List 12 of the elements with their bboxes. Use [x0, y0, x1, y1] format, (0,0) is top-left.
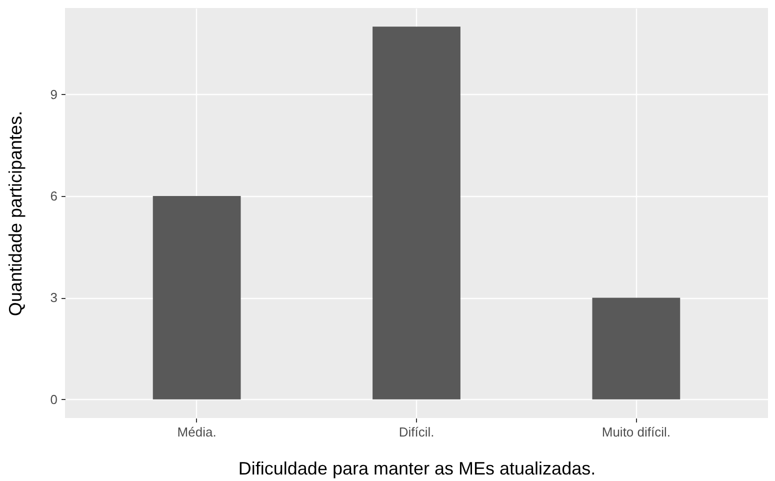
y-axis-title: Quantidade participantes.	[6, 110, 26, 316]
x-tick-label: Muito difícil.	[602, 424, 671, 440]
bar	[372, 26, 460, 400]
bar	[592, 298, 680, 400]
y-tick-label: 6	[50, 188, 58, 204]
y-tick-label: 3	[50, 290, 58, 306]
y-tick-label: 0	[50, 392, 58, 407]
x-tick-label: Difícil.	[398, 424, 434, 440]
x-tick-label: Média.	[177, 424, 216, 440]
x-axis-title: Dificuldade para manter as MEs atualizadas.	[238, 458, 596, 478]
y-tick-label: 9	[50, 86, 58, 102]
bar	[152, 196, 241, 400]
